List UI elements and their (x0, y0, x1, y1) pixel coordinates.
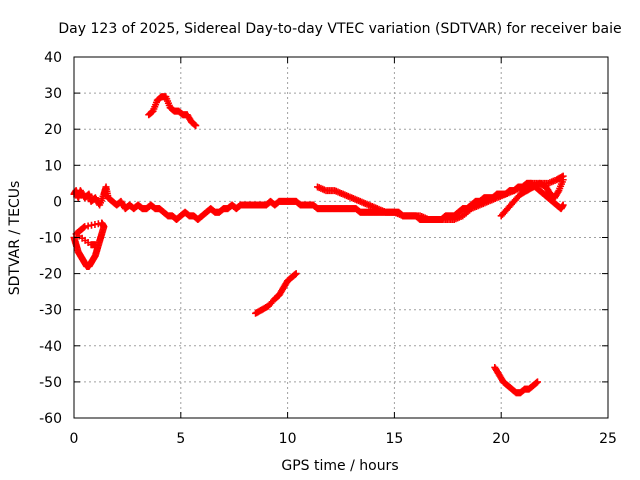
series-upper-arc (145, 93, 200, 130)
data-point (554, 188, 562, 196)
x-tick-label: 25 (599, 431, 617, 447)
y-tick-label: -60 (39, 411, 62, 427)
y-tick-label: -10 (39, 231, 62, 247)
data-point (292, 270, 300, 278)
x-tick-label: 20 (492, 431, 510, 447)
x-axis-label: GPS time / hours (281, 458, 398, 474)
y-tick-label: 30 (44, 86, 62, 102)
data-series (70, 93, 567, 397)
x-axis-ticks: 0 5 10 15 20 25 (70, 57, 617, 447)
series-early-dip (70, 219, 108, 270)
series-lower-arc (491, 363, 542, 397)
data-point (91, 241, 99, 249)
data-point (192, 122, 200, 130)
x-tick-label: 5 (176, 431, 185, 447)
y-tick-label: 0 (53, 194, 62, 210)
series-right-spur (497, 176, 567, 220)
chart-title: Day 123 of 2025, Sidereal Day-to-day VTE… (58, 21, 621, 37)
y-tick-label: 10 (44, 158, 62, 174)
series-upper-mid (314, 172, 567, 223)
y-tick-label: -20 (39, 267, 62, 283)
data-point (559, 201, 567, 209)
x-tick-label: 0 (70, 431, 79, 447)
y-tick-label: 20 (44, 122, 62, 138)
y-axis-ticks: -60 -50 -40 -30 -20 -10 0 10 20 30 40 (39, 50, 608, 427)
grid-lines (74, 57, 608, 418)
y-tick-label: -40 (39, 339, 62, 355)
x-tick-label: 10 (279, 431, 297, 447)
data-point (534, 378, 542, 386)
y-tick-label: -50 (39, 375, 62, 391)
y-axis-label: SDTVAR / TECUs (7, 181, 23, 296)
x-tick-label: 15 (385, 431, 403, 447)
y-tick-label: -30 (39, 303, 62, 319)
series-rising-mid (252, 270, 300, 317)
y-tick-label: 40 (44, 50, 62, 66)
data-point (559, 176, 567, 184)
